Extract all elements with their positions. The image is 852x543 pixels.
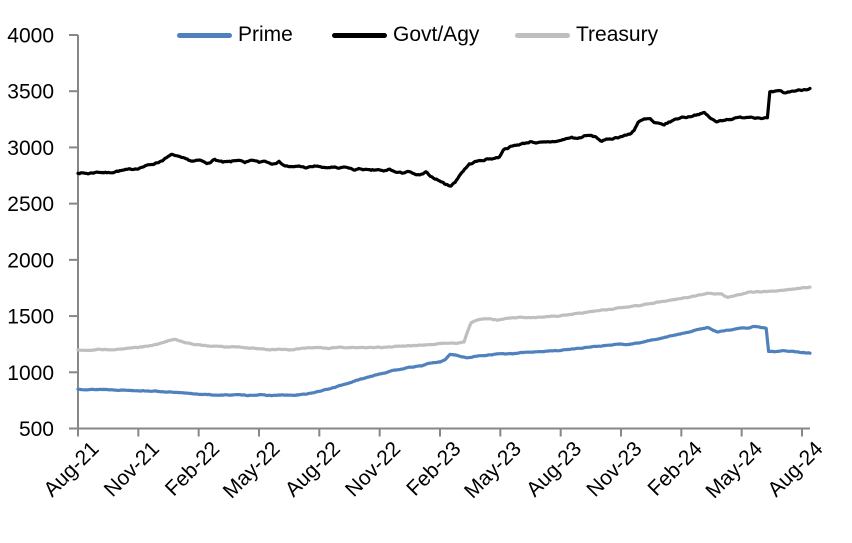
y-axis-tick-label: 500 (19, 418, 54, 441)
x-axis-tick-label: May-24 (701, 437, 767, 503)
legend-label-treasury: Treasury (576, 23, 659, 46)
x-axis-tick-label: Feb-23 (402, 437, 465, 500)
y-axis-tick-label: 2500 (7, 193, 54, 216)
treasury-line-swatch-icon (515, 32, 570, 38)
y-axis-tick-label: 2000 (7, 249, 54, 272)
x-axis-tick-label: Aug-22 (281, 437, 345, 501)
y-axis-tick-label: 3500 (7, 81, 54, 104)
x-axis-tick-label: Nov-21 (100, 437, 164, 501)
govt-agy-line-swatch-icon (332, 32, 387, 38)
x-axis-tick-label: Nov-23 (582, 437, 646, 501)
legend-label-prime: Prime (238, 23, 293, 46)
x-axis-tick-label: May-22 (219, 437, 285, 503)
legend-item-treasury[interactable]: Treasury (515, 21, 658, 49)
x-axis-tick-label: Feb-24 (644, 437, 708, 501)
legend: Prime Govt/Agy Treasury (0, 21, 852, 49)
legend-label-govt-agy: Govt/Agy (393, 23, 480, 46)
y-axis-tick-label: 1500 (7, 306, 54, 329)
x-axis-tick-label: Aug-21 (39, 437, 103, 501)
y-axis-tick-label: 3000 (7, 137, 54, 160)
y-axis-tick-label: 1000 (7, 362, 54, 385)
x-axis-tick-label: Aug-24 (763, 437, 827, 501)
prime-line-swatch-icon (177, 32, 232, 38)
series-line-govt-agy[interactable] (76, 86, 812, 188)
legend-item-govt-agy[interactable]: Govt/Agy (332, 21, 479, 49)
series-line-prime[interactable] (76, 324, 812, 398)
x-axis-tick-label: May-23 (460, 437, 526, 503)
y-axis-tick-label: 4000 (7, 25, 54, 48)
x-axis-tick-label: Nov-22 (341, 437, 405, 501)
legend-item-prime[interactable]: Prime (177, 21, 293, 49)
x-axis-tick-label: Aug-23 (522, 437, 586, 501)
x-axis-tick-label: Feb-22 (161, 437, 224, 500)
series-line-treasury[interactable] (76, 285, 812, 352)
